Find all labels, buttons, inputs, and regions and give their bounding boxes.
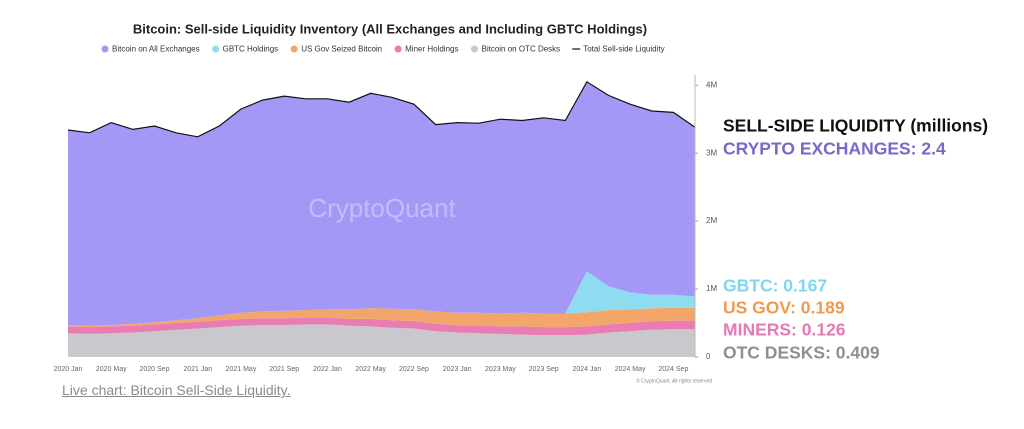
legend-label: Miner Holdings <box>405 45 458 54</box>
area <box>68 317 695 336</box>
area <box>68 81 695 326</box>
x-tick-label: 2020 Sep <box>139 366 169 373</box>
x-tick-label: 2020 May <box>96 366 127 373</box>
x-tick-label: 2021 Sep <box>269 366 299 373</box>
x-tick-label: 2024 May <box>615 366 646 373</box>
legend-swatch <box>101 45 109 53</box>
x-tick-label: 2020 Jan <box>54 366 83 373</box>
credit: © CryptoQuant. All rights reserved <box>636 377 712 384</box>
x-tick-label: 2022 Sep <box>399 366 429 373</box>
legend-label: US Gov Seized Bitcoin <box>301 45 382 54</box>
legend-label: Bitcoin on All Exchanges <box>112 45 200 54</box>
annotation: US GOV: 0.189 <box>723 298 845 318</box>
y-tick-label: 2M <box>706 216 717 225</box>
chart-title: Bitcoin: Sell-side Liquidity Inventory (… <box>133 21 647 36</box>
area <box>68 324 695 357</box>
y-tick-label: 1M <box>706 284 717 293</box>
x-tick-label: 2023 Jan <box>443 366 472 373</box>
x-tick-label: 2023 May <box>485 366 516 373</box>
legend-swatch <box>290 45 298 53</box>
legend-swatch <box>470 45 478 53</box>
y-tick-label: 4M <box>706 80 717 89</box>
watermark: CryptoQuant <box>308 193 456 223</box>
x-tick-label: 2022 May <box>355 366 386 373</box>
legend-label: Total Sell-side Liquidity <box>583 45 664 54</box>
y-tick-label: 0 <box>706 352 711 361</box>
legend-label: GBTC Holdings <box>223 45 279 54</box>
x-tick-label: 2024 Jan <box>572 366 601 373</box>
x-tick-label: 2021 May <box>226 366 257 373</box>
x-tick-label: 2022 Jan <box>313 366 342 373</box>
y-tick-label: 3M <box>706 148 717 157</box>
x-tick-label: 2023 Sep <box>529 366 559 373</box>
total-line <box>67 80 696 138</box>
caption-link[interactable]: Live chart: Bitcoin Sell-Side Liquidity. <box>62 382 291 398</box>
legend-label: Bitcoin on OTC Desks <box>481 45 560 54</box>
area <box>68 307 695 328</box>
annotation: MINERS: 0.126 <box>723 320 846 340</box>
annotation: GBTC: 0.167 <box>723 276 827 296</box>
x-tick-label: 2024 Sep <box>658 366 688 373</box>
annotation: SELL-SIDE LIQUIDITY (millions) <box>723 116 988 136</box>
legend-swatch <box>394 45 402 53</box>
annotation: CRYPTO EXCHANGES: 2.4 <box>723 139 946 159</box>
x-tick-label: 2021 Jan <box>183 366 212 373</box>
legend-swatch <box>212 45 220 53</box>
annotation: OTC DESKS: 0.409 <box>723 343 880 363</box>
